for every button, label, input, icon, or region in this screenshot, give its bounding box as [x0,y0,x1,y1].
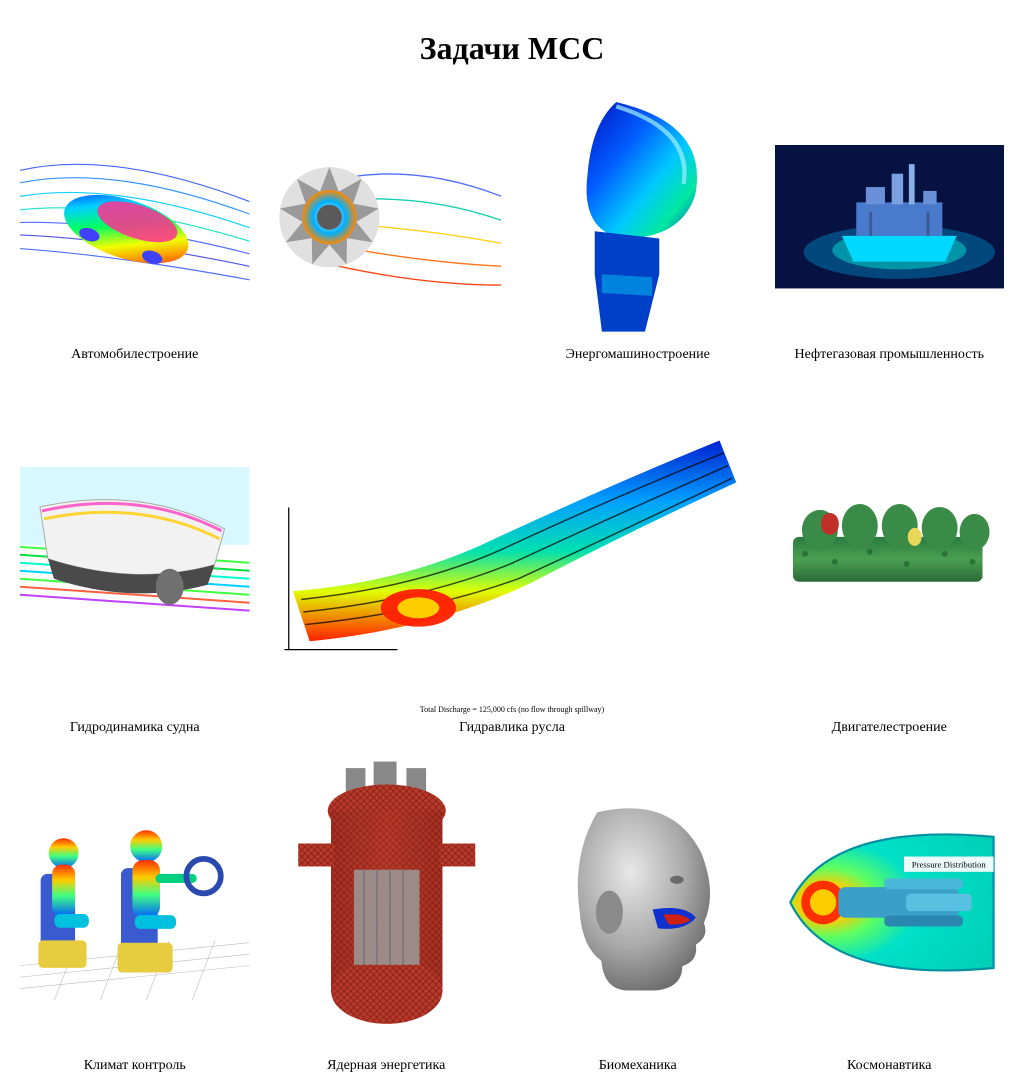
subcaption-river: Total Discharge = 125,000 cfs (no flow t… [420,705,604,714]
cell-climate: Климат контроль [20,755,250,1075]
caption-climate: Климат контроль [84,1058,186,1075]
caption-ship: Гидродинамика судна [70,720,200,737]
cell-river: Total Discharge = 125,000 cfs (no flow t… [272,382,753,737]
cell-space: Pressure Distribution Космонавтика [775,755,1005,1075]
cell-automotive: Автомобилестроение [20,95,250,364]
img-oilgas [775,95,1005,339]
img-fan [272,95,502,339]
caption-fan [385,347,389,364]
grid: Автомобилестроение [20,95,1004,735]
caption-space: Космонавтика [847,1058,931,1075]
slide: Задачи МСС [0,0,1024,768]
caption-nuclear: Ядерная энергетика [327,1058,445,1075]
space-label: Pressure Distribution [911,860,986,870]
img-nuclear [272,755,502,1050]
img-river [272,382,753,696]
cell-engine: Двигателестроение [775,382,1005,737]
cell-nuclear: Ядерная энергетика [272,755,502,1075]
img-blade [523,95,753,339]
img-automotive [20,95,250,339]
img-engine [775,382,1005,713]
slide-title: Задачи МСС [20,30,1004,67]
img-ship [20,382,250,713]
img-bio [523,755,753,1050]
img-space: Pressure Distribution [775,755,1005,1050]
cell-bio: Биомеханика [523,755,753,1075]
caption-bio: Биомеханика [599,1058,677,1075]
caption-oilgas: Нефтегазовая промышленность [795,347,984,364]
caption-engine: Двигателестроение [832,720,947,737]
cell-blade: Энергомашиностроение [523,95,753,364]
cell-oilgas: Нефтегазовая промышленность [775,95,1005,364]
caption-automotive: Автомобилестроение [71,347,198,364]
caption-river: Гидравлика русла [420,720,604,737]
cell-ship: Гидродинамика судна [20,382,250,737]
cell-fan [272,95,502,364]
caption-energo: Энергомашиностроение [566,347,710,364]
img-climate [20,755,250,1050]
